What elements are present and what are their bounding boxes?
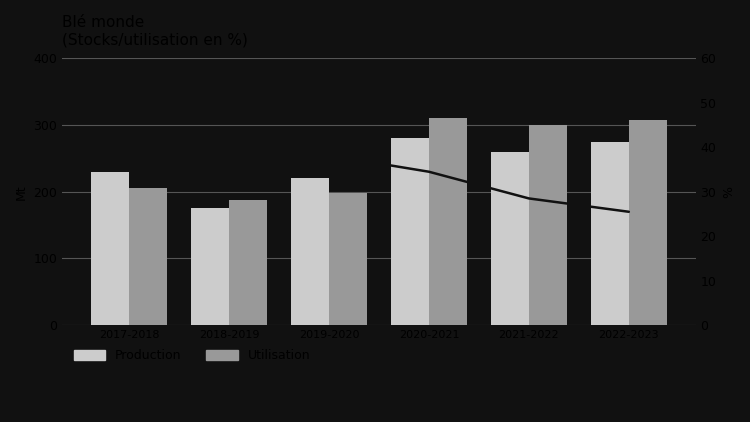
Text: Blé monde
(Stocks/utilisation en %): Blé monde (Stocks/utilisation en %) <box>62 15 248 47</box>
Bar <box>628 120 667 325</box>
Bar <box>391 138 429 325</box>
Bar <box>429 118 467 325</box>
Legend: Production, Utilisation: Production, Utilisation <box>68 344 315 367</box>
Bar <box>191 208 229 325</box>
Bar <box>229 200 267 325</box>
Y-axis label: %: % <box>722 186 735 198</box>
Bar <box>591 142 628 325</box>
Bar <box>291 179 329 325</box>
Bar <box>491 152 529 325</box>
Y-axis label: Mt: Mt <box>15 184 28 200</box>
Bar <box>529 125 567 325</box>
Bar <box>129 188 167 325</box>
Bar <box>329 193 367 325</box>
Bar <box>91 172 129 325</box>
